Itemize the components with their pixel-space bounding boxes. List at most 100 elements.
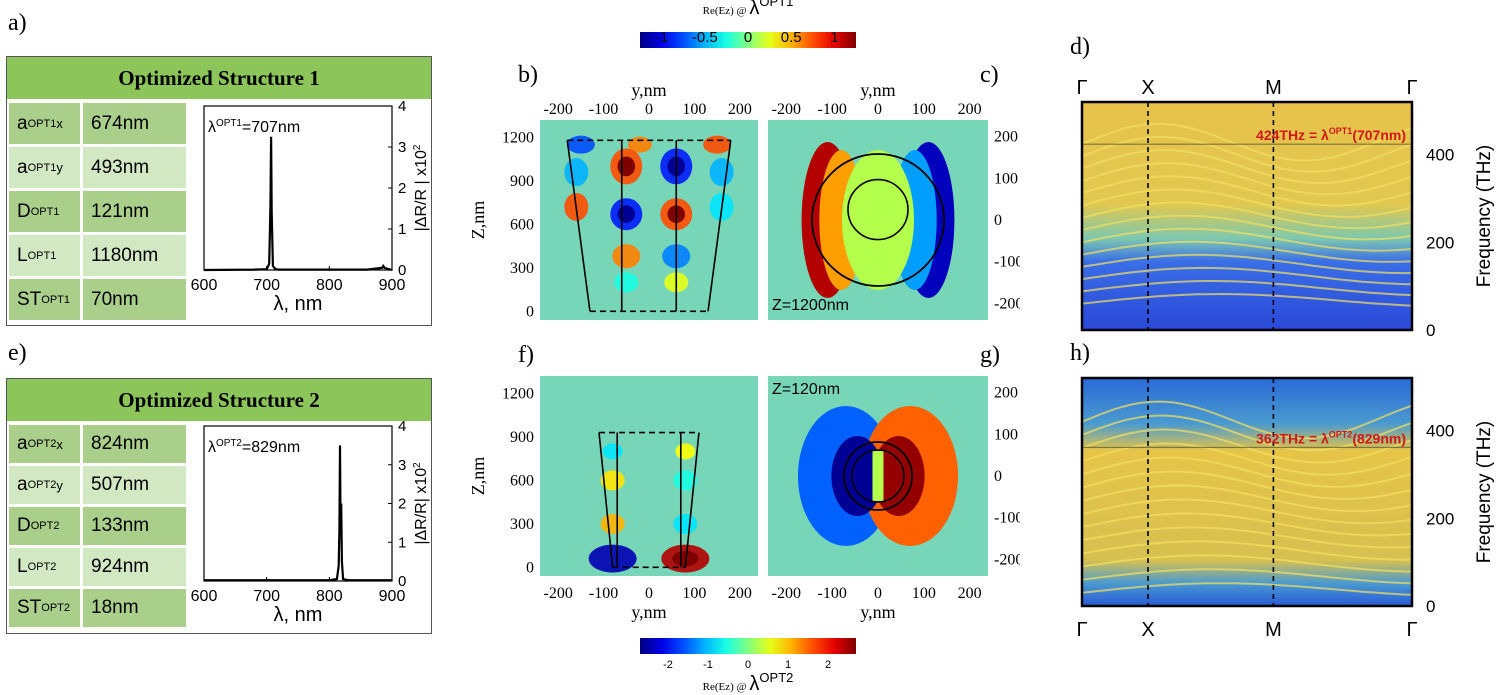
band-line <box>1081 512 1413 537</box>
kpoint-label: Γ <box>1076 619 1087 641</box>
spectrum-ylabel: |ΔR/R | x102 <box>412 144 430 231</box>
band-line <box>1081 253 1413 275</box>
band-frame <box>1080 376 1414 608</box>
structure-outline <box>843 441 913 511</box>
y-tick-label: 200 <box>1426 233 1454 252</box>
param-subscript: x <box>56 116 63 131</box>
y-tick-label: -200 <box>994 295 1020 312</box>
x-tick-label: 100 <box>912 101 936 118</box>
x-tick-label: 200 <box>728 101 752 118</box>
param-symbol: L <box>17 244 28 266</box>
band-line <box>1081 442 1413 476</box>
y-tick-label: 600 <box>510 216 534 233</box>
x-tick-label: 700 <box>253 277 280 294</box>
band-line <box>1081 227 1413 252</box>
field-lobe <box>673 470 698 491</box>
param-row: a OPT1 y 493nm <box>9 147 189 188</box>
field-lobe <box>673 513 698 534</box>
field-lobe <box>600 470 625 491</box>
colorbar-top: Re(Ez) @ λOPT1 -1 -0.5 0 0.5 1 <box>640 0 856 48</box>
band-line <box>1081 122 1413 162</box>
param-symbol: ST <box>17 288 42 310</box>
field-lobe-core <box>617 205 636 224</box>
structure-2-title: Optimized Structure 2 <box>7 379 431 421</box>
param-name: ST OPT1 <box>9 279 83 320</box>
colorbar-tick-label: 1 <box>785 659 791 671</box>
band-line <box>1081 201 1413 230</box>
param-name: a OPT1 y <box>9 147 83 188</box>
x-tick-label: -200 <box>772 585 801 602</box>
param-superscript: OPT1 <box>30 205 60 218</box>
param-symbol: D <box>17 515 31 536</box>
spectrum-annotation: λOPT2=829nm <box>208 438 300 456</box>
band-frame <box>1080 100 1414 332</box>
x-tick-label: -100 <box>589 585 618 602</box>
y-tick-label: 1200 <box>502 129 534 146</box>
y-tick-label: 200 <box>1426 509 1454 528</box>
y-tick-label: 600 <box>510 472 534 489</box>
band-ylabel: Frequency (THz) <box>1474 145 1495 288</box>
x-tick-label: -200 <box>544 101 573 118</box>
y-tick-label: -100 <box>994 510 1020 527</box>
y-tick-label: 300 <box>510 516 534 533</box>
panel-label-b: b) <box>518 62 538 88</box>
x-tick-label: 100 <box>912 585 936 602</box>
y-tick-label: 3 <box>398 457 406 474</box>
x-tick-label: 200 <box>958 585 982 602</box>
band-line <box>1081 280 1413 297</box>
y-tick-label: -200 <box>994 551 1020 568</box>
kpoint-label: Γ <box>1076 77 1087 99</box>
band-line <box>1081 526 1413 549</box>
band-ylabel: Frequency (THz) <box>1474 421 1495 564</box>
y-tick-label: 2 <box>398 180 406 197</box>
colorbar-tick-label: -0.5 <box>692 29 718 46</box>
y-tick-label: 0 <box>994 468 1002 485</box>
x-tick-label: 200 <box>958 101 982 118</box>
x-tick-label: 0 <box>645 585 653 602</box>
y-tick-label: 4 <box>398 100 406 115</box>
param-value: 70nm <box>83 279 189 320</box>
y-tick-label: 0 <box>398 573 406 590</box>
param-superscript: OPT2 <box>30 520 60 532</box>
field-ylabel: Z,nm <box>468 457 488 496</box>
param-row: a OPT1 x 674nm <box>9 103 189 144</box>
structure-outline <box>707 140 732 312</box>
x-tick-label: 0 <box>874 585 882 602</box>
y-tick-label: 200 <box>994 385 1018 402</box>
structure-outline <box>847 178 909 241</box>
y-tick-label: 400 <box>1426 146 1454 165</box>
panel-label-d: d) <box>1070 34 1090 60</box>
x-tick-label: 800 <box>316 277 343 294</box>
x-tick-label: -200 <box>772 101 801 118</box>
y-tick-label: 0 <box>1426 321 1435 340</box>
panel-label-g: g) <box>980 342 1000 368</box>
x-tick-label: 700 <box>253 588 280 605</box>
x-tick-label: 0 <box>874 101 882 118</box>
band-line <box>1081 568 1413 585</box>
x-tick-label: 900 <box>379 277 406 294</box>
structure-outline <box>598 432 614 568</box>
kpoint-label: X <box>1141 619 1154 641</box>
param-name: D OPT1 <box>9 191 83 232</box>
colorbar-tick-label: 0 <box>745 659 751 671</box>
field-lobe <box>842 150 914 290</box>
band-line <box>1081 188 1413 218</box>
x-tick-label: 600 <box>191 277 218 294</box>
x-tick-label: 100 <box>682 585 706 602</box>
colorbar-tick-label: -2 <box>663 659 673 671</box>
structure-outline <box>684 432 700 568</box>
spectrum-ylabel: |ΔR/R| x102 <box>412 462 430 545</box>
param-name: ST OPT2 <box>9 589 83 627</box>
param-value: 824nm <box>83 425 189 463</box>
param-superscript: OPT2 <box>41 602 71 614</box>
field-lobe <box>703 135 732 154</box>
band-line <box>1081 136 1413 173</box>
spectrum-annotation: λOPT1=707nm <box>208 118 300 136</box>
param-superscript: OPT2 <box>27 438 57 450</box>
band-line <box>1081 240 1413 263</box>
param-row: a OPT2 x 824nm <box>9 425 189 463</box>
kpoint-label: Γ <box>1406 77 1417 99</box>
band-line <box>1081 540 1413 561</box>
y-tick-label: 1 <box>398 221 406 238</box>
y-tick-label: 2 <box>398 496 406 513</box>
